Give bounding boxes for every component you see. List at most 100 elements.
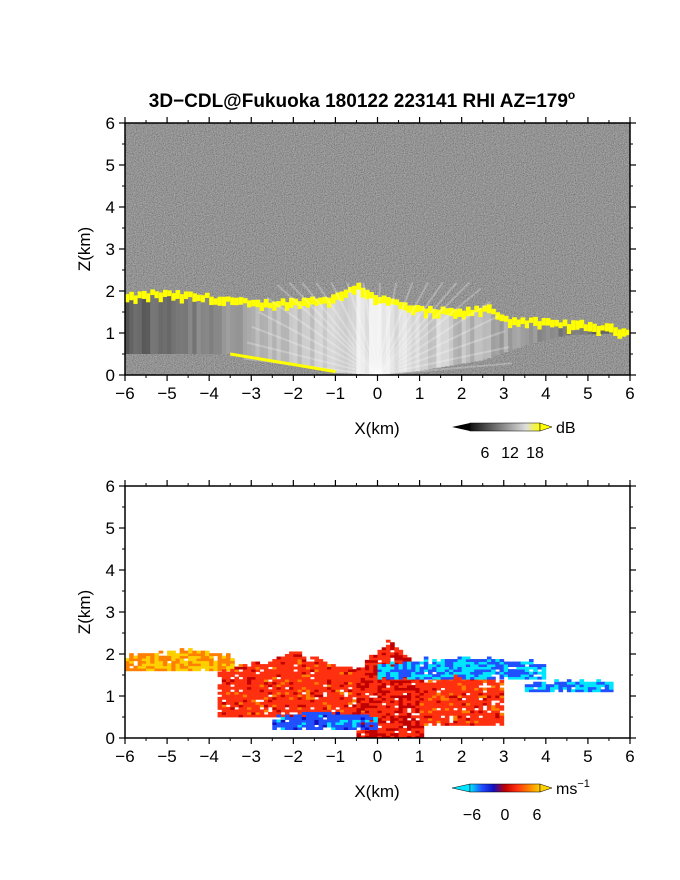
velocity-cell xyxy=(276,686,282,690)
velocity-cell xyxy=(179,653,185,657)
velocity-cell xyxy=(491,680,496,683)
velocity-cell xyxy=(482,697,488,701)
velocity-cell xyxy=(318,706,324,710)
high-echo-cell xyxy=(280,298,286,306)
velocity-cell xyxy=(394,710,399,714)
velocity-cell xyxy=(449,690,454,694)
velocity-cell xyxy=(263,691,269,695)
velocity-cell xyxy=(297,671,303,675)
high-echo-cell xyxy=(415,304,421,313)
velocity-cell xyxy=(440,671,446,675)
velocity-cell xyxy=(482,692,488,696)
velocity-cell xyxy=(335,701,341,705)
high-echo-cell xyxy=(453,309,458,319)
velocity-cell xyxy=(305,724,311,728)
echo-column xyxy=(499,314,505,354)
velocity-cell xyxy=(339,714,345,718)
velocity-cell xyxy=(419,676,425,680)
velocity-cell xyxy=(512,661,517,665)
velocity-cell xyxy=(373,659,378,663)
velocity-cell xyxy=(554,684,559,688)
velocity-cell xyxy=(411,697,416,701)
beam-streak xyxy=(315,282,379,375)
velocity-cell xyxy=(461,705,467,709)
velocity-cell xyxy=(373,657,378,661)
velocity-cell xyxy=(272,684,277,688)
velocity-cell xyxy=(301,709,307,713)
velocity-cell xyxy=(381,717,387,721)
velocity-cell xyxy=(449,669,454,673)
velocity-cell xyxy=(297,681,303,685)
high-echo-cell xyxy=(377,297,383,304)
velocity-cell xyxy=(491,685,496,688)
velocity-cell xyxy=(137,663,143,667)
velocity-cell xyxy=(461,722,467,726)
velocity-cell xyxy=(381,685,387,688)
velocity-cell xyxy=(533,689,538,693)
velocity-cell xyxy=(204,665,210,669)
velocity-cell xyxy=(495,659,500,662)
velocity-cell xyxy=(188,668,193,672)
velocity-cell xyxy=(322,706,328,710)
velocity-cell xyxy=(327,679,332,683)
beam-streak xyxy=(266,297,379,375)
velocity-cell xyxy=(596,689,601,693)
velocity-cell xyxy=(154,653,160,657)
velocity-cell xyxy=(284,722,290,725)
velocity-cell xyxy=(276,701,282,705)
y-tick-label: 4 xyxy=(106,561,115,580)
velocity-cell xyxy=(377,712,383,716)
velocity-cell xyxy=(259,689,265,693)
velocity-cell xyxy=(415,707,420,711)
velocity-cell xyxy=(356,677,362,681)
velocity-cell xyxy=(432,687,437,691)
velocity-cell xyxy=(398,669,404,673)
high-echo-cell xyxy=(327,297,332,308)
velocity-cell xyxy=(276,689,282,693)
velocity-cell xyxy=(369,727,374,730)
velocity-cell xyxy=(314,681,319,685)
velocity-cell xyxy=(478,690,484,694)
velocity-cell xyxy=(398,680,404,683)
velocity-cell xyxy=(398,697,404,701)
velocity-cell xyxy=(217,665,223,669)
velocity-cell xyxy=(482,715,488,719)
velocity-cell xyxy=(133,655,139,659)
velocity-cell xyxy=(436,661,442,665)
velocity-cell xyxy=(314,671,319,675)
velocity-cell xyxy=(520,666,526,670)
velocity-cell xyxy=(310,696,315,700)
velocity-cell xyxy=(289,671,294,675)
velocity-cell xyxy=(385,730,391,734)
velocity-cell xyxy=(356,719,362,723)
velocity-cell xyxy=(310,699,315,703)
high-echo-cell xyxy=(571,320,576,331)
velocity-cell xyxy=(196,660,202,664)
velocity-cell xyxy=(263,696,269,700)
echo-column xyxy=(209,296,214,354)
velocity-cell xyxy=(465,661,471,665)
velocity-cell xyxy=(167,665,172,669)
velocity-cell xyxy=(394,654,399,658)
velocity-cell xyxy=(402,707,408,711)
velocity-cell xyxy=(247,699,252,703)
velocity-cell xyxy=(482,712,488,716)
velocity-cell xyxy=(449,685,454,688)
velocity-cell xyxy=(364,714,370,718)
velocity-cell xyxy=(390,687,395,691)
velocity-cell xyxy=(192,668,197,672)
velocity-cell xyxy=(499,674,505,678)
velocity-cell xyxy=(449,705,454,709)
velocity-cell xyxy=(158,660,164,664)
velocity-cell xyxy=(486,690,492,694)
velocity-cell xyxy=(554,686,559,690)
velocity-cell xyxy=(541,671,547,675)
velocity-cell xyxy=(470,682,475,686)
velocity-cell xyxy=(385,687,391,691)
velocity-cell xyxy=(440,710,446,714)
velocity-cell xyxy=(133,658,139,662)
velocity-cell xyxy=(310,669,315,673)
velocity-cell xyxy=(360,702,366,706)
velocity-cell xyxy=(217,714,223,718)
velocity-cell xyxy=(293,684,298,688)
